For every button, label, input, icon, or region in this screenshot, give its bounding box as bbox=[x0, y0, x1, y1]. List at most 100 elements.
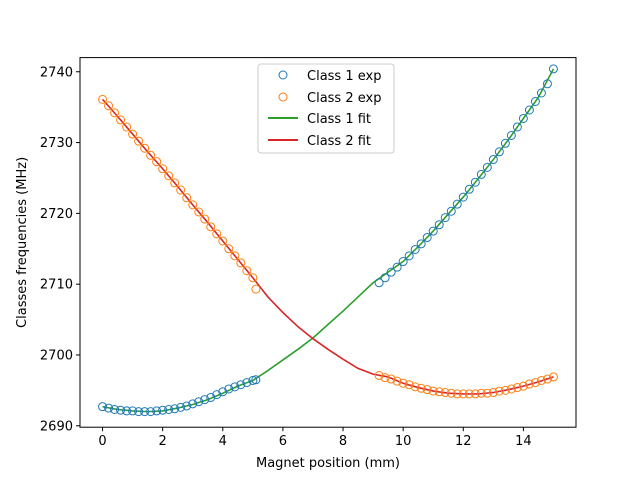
y-tick-label: 2700 bbox=[40, 348, 73, 363]
data-point-class1 bbox=[404, 251, 414, 261]
data-point-class2 bbox=[494, 386, 504, 396]
legend-label-class1-exp: Class 1 exp bbox=[307, 69, 381, 84]
data-point-class2 bbox=[110, 108, 120, 118]
data-point-class2 bbox=[512, 383, 522, 393]
data-point-class2 bbox=[158, 164, 168, 174]
x-tick-label: 14 bbox=[515, 434, 532, 449]
data-point-class2 bbox=[410, 382, 420, 392]
data-point-class1 bbox=[506, 130, 516, 140]
data-point-class2 bbox=[122, 122, 132, 132]
data-point-class2 bbox=[398, 378, 408, 388]
data-point-class2 bbox=[536, 375, 546, 385]
data-point-class1 bbox=[176, 402, 186, 412]
legend-box bbox=[257, 63, 395, 154]
data-point-class1 bbox=[182, 401, 192, 411]
data-point-class1 bbox=[134, 407, 144, 417]
data-point-class1 bbox=[542, 79, 552, 89]
data-point-class1 bbox=[128, 406, 138, 416]
x-tick-label: 12 bbox=[455, 434, 472, 449]
y-axis-title: Classes frequencies (MHz) bbox=[15, 157, 30, 328]
data-point-class2 bbox=[506, 384, 516, 394]
data-point-class2 bbox=[188, 200, 198, 210]
data-point-class2 bbox=[251, 284, 261, 294]
y-tick-label: 2730 bbox=[40, 136, 73, 151]
x-tick-label: 10 bbox=[395, 434, 412, 449]
data-point-class2 bbox=[236, 258, 246, 268]
axis-ticks: 0 2 4 6 8 10 12 14 2690 2700 2710 2720 2730 2740 bbox=[40, 65, 532, 449]
data-point-class1 bbox=[530, 97, 540, 106]
data-point-class2 bbox=[152, 157, 162, 167]
data-point-class1 bbox=[500, 138, 510, 148]
legend-label-class1-fit: Class 1 fit bbox=[307, 112, 371, 127]
data-point-class2 bbox=[134, 136, 144, 146]
data-point-class2 bbox=[104, 101, 114, 111]
data-point-class2 bbox=[470, 389, 480, 399]
data-point-class2 bbox=[200, 214, 210, 224]
data-point-class2 bbox=[392, 376, 402, 386]
fit-line-1 bbox=[102, 68, 555, 413]
data-point-class1 bbox=[140, 407, 150, 417]
data-point-class2 bbox=[164, 171, 174, 181]
data-point-class1 bbox=[440, 213, 450, 223]
data-point-class2 bbox=[194, 207, 204, 217]
data-point-class2 bbox=[542, 374, 552, 384]
data-point-class1 bbox=[458, 192, 468, 202]
data-point-class1 bbox=[170, 404, 180, 414]
data-point-class1 bbox=[434, 220, 444, 230]
data-point-class2 bbox=[434, 387, 444, 397]
data-point-class2 bbox=[128, 129, 138, 139]
data-point-class1 bbox=[188, 399, 198, 409]
data-point-class1 bbox=[548, 64, 558, 74]
data-point-class2 bbox=[464, 389, 474, 399]
data-point-class1 bbox=[482, 162, 492, 172]
data-point-class1 bbox=[218, 387, 228, 397]
data-point-class1 bbox=[146, 407, 156, 417]
legend: Class 1 exp Class 2 exp Class 1 fit Clas… bbox=[257, 63, 395, 154]
data-point-class2 bbox=[176, 185, 186, 195]
data-point-class1 bbox=[374, 278, 384, 288]
data-point-class2 bbox=[500, 385, 510, 395]
data-point-class1 bbox=[452, 199, 462, 209]
x-tick-label: 8 bbox=[339, 434, 347, 449]
plot-area bbox=[98, 64, 558, 417]
data-point-class1 bbox=[536, 88, 546, 98]
data-point-class1 bbox=[164, 405, 174, 414]
data-point-class1 bbox=[464, 184, 474, 194]
legend-marker-class1-exp bbox=[278, 70, 288, 80]
fit-line-2 bbox=[101, 98, 554, 395]
data-point-class2 bbox=[446, 388, 456, 398]
data-point-class1 bbox=[512, 122, 522, 132]
data-point-class1 bbox=[410, 244, 420, 254]
x-tick-label: 0 bbox=[98, 434, 106, 449]
data-point-class1 bbox=[416, 239, 426, 249]
data-point-class1 bbox=[251, 375, 261, 385]
data-point-class1 bbox=[494, 147, 504, 157]
data-point-class2 bbox=[116, 115, 126, 125]
data-point-class2 bbox=[146, 150, 156, 160]
data-point-class1 bbox=[230, 382, 240, 392]
data-point-class1 bbox=[158, 405, 168, 415]
data-point-class2 bbox=[530, 378, 540, 388]
data-point-class2 bbox=[230, 251, 240, 261]
data-point-class2 bbox=[386, 374, 396, 384]
data-point-class1 bbox=[470, 177, 480, 187]
data-point-class2 bbox=[524, 379, 534, 389]
data-point-class1 bbox=[110, 405, 120, 414]
legend-label-class2-fit: Class 2 fit bbox=[307, 134, 371, 149]
data-point-class1 bbox=[206, 392, 216, 402]
data-point-class2 bbox=[452, 389, 462, 399]
data-point-class2 bbox=[416, 383, 426, 393]
data-point-class2 bbox=[224, 244, 234, 254]
data-point-class2 bbox=[518, 381, 528, 391]
data-point-class2 bbox=[212, 229, 222, 239]
legend-label-class2-exp: Class 2 exp bbox=[307, 91, 381, 106]
data-point-class2 bbox=[218, 236, 228, 246]
data-point-class1 bbox=[104, 403, 114, 413]
data-point-class1 bbox=[386, 267, 396, 277]
data-point-class1 bbox=[398, 257, 408, 267]
data-point-class2 bbox=[428, 386, 438, 396]
data-point-class1 bbox=[518, 113, 528, 123]
data-point-class1 bbox=[392, 262, 402, 272]
data-point-class1 bbox=[428, 226, 438, 236]
